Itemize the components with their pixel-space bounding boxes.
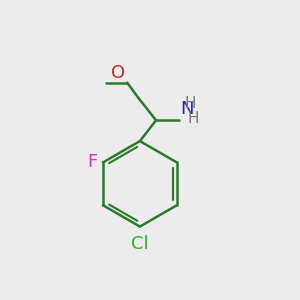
Text: H: H	[188, 111, 200, 126]
Text: Cl: Cl	[131, 236, 149, 253]
Text: N: N	[180, 100, 194, 118]
Text: F: F	[87, 154, 97, 172]
Text: O: O	[111, 64, 125, 82]
Text: methoxy: methoxy	[62, 68, 105, 79]
Text: H: H	[184, 96, 196, 111]
